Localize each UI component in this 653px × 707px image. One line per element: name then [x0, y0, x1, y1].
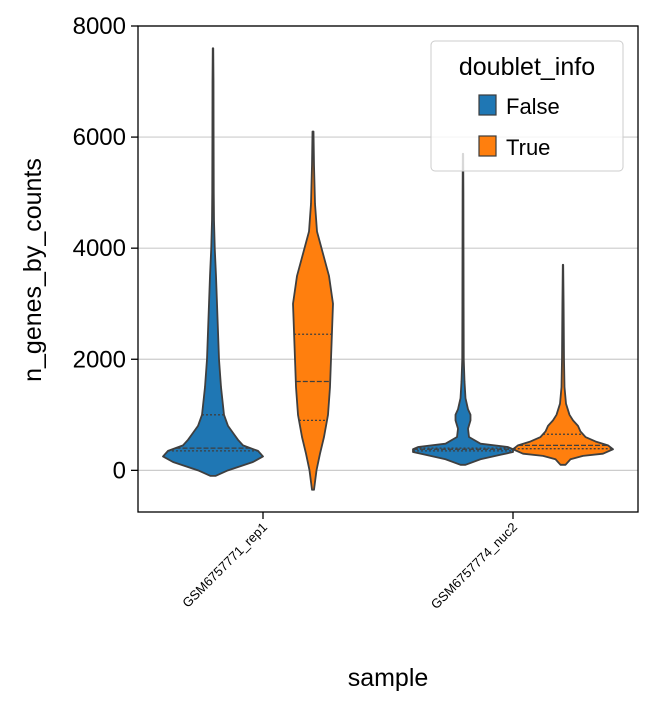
y-tick-label-6000: 6000	[73, 124, 126, 151]
legend-swatch-false	[478, 94, 497, 116]
x-axis: GSM6757771_rep1 GSM6757774_nuc2	[179, 512, 520, 612]
violin-true-1	[512, 263, 614, 466]
x-axis-label: sample	[348, 664, 429, 692]
y-axis-label: n_genes_by_counts	[19, 158, 47, 382]
violins	[162, 47, 614, 491]
y-tick-label-0: 0	[113, 457, 126, 484]
violin-true-0	[292, 130, 334, 491]
violin-false-0	[162, 47, 264, 477]
y-tick-label-2000: 2000	[73, 346, 126, 373]
legend-swatch-true	[478, 135, 497, 157]
legend-label-false: False	[506, 94, 560, 119]
x-tick-label-1: GSM6757774_nuc2	[428, 520, 520, 612]
legend: doublet_info False True	[430, 40, 624, 172]
y-tick-label-4000: 4000	[73, 235, 126, 262]
x-tick-label-0: GSM6757771_rep1	[179, 520, 270, 611]
violin-false-1	[412, 152, 514, 466]
legend-label-true: True	[506, 135, 550, 160]
plot-frame	[137, 25, 639, 513]
legend-title: doublet_info	[459, 53, 595, 81]
y-axis: 0 2000 4000 6000 8000	[73, 13, 138, 484]
y-tick-label-8000: 8000	[73, 13, 126, 40]
